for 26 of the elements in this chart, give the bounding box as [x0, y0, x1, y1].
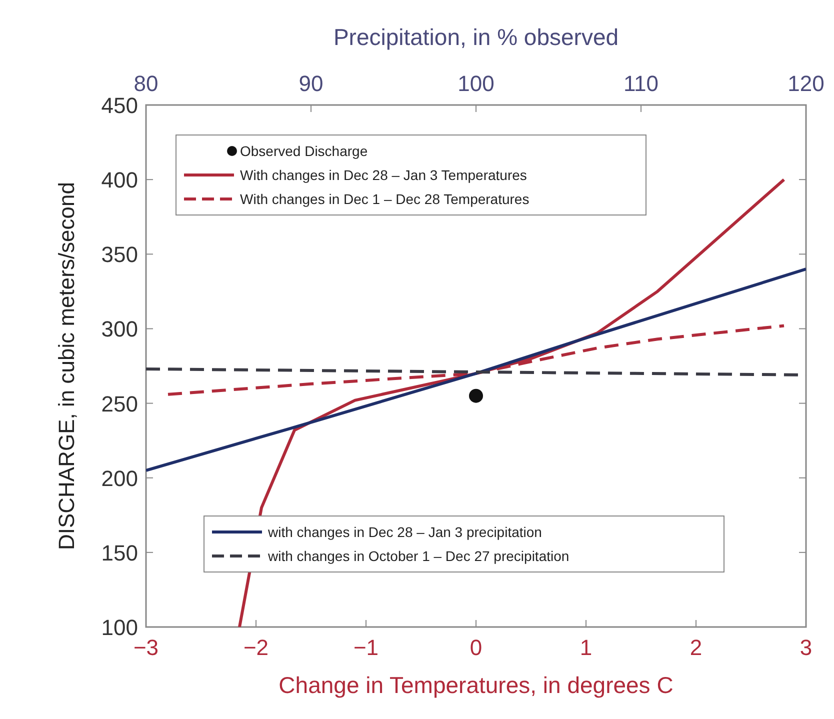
x-tick-label: −1 — [353, 635, 379, 660]
y-tick-label: 300 — [101, 316, 138, 342]
y-tick-label: 250 — [101, 391, 138, 416]
x2-tick-label: 100 — [458, 71, 494, 96]
x2-tick-label: 110 — [623, 71, 659, 96]
y-tick-label: 350 — [101, 242, 138, 268]
x2-tick-label: 80 — [134, 71, 158, 96]
x-tick-label: 2 — [690, 635, 702, 660]
x2-tick-label: 120 — [788, 71, 824, 96]
legend-label: with changes in Dec 28 – Jan 3 precipitation — [267, 524, 542, 540]
legend-label: with changes in October 1 – Dec 27 precipitation — [267, 548, 570, 564]
legend-label: Observed Discharge — [240, 143, 368, 159]
x-tick-label: 1 — [580, 635, 592, 660]
legend-label: With changes in Dec 28 – Jan 3 Temperatures — [240, 167, 527, 183]
y-tick-label: 400 — [101, 168, 138, 193]
y-axis-title: DISCHARGE, in cubic meters/second — [54, 182, 79, 550]
x-tick-label: 3 — [800, 635, 812, 660]
x-tick-label: 0 — [470, 635, 482, 660]
x-tick-label: −2 — [243, 635, 269, 660]
y-tick-label: 450 — [101, 93, 138, 118]
x2-axis-title: Precipitation, in % observed — [333, 24, 619, 50]
legend-label: With changes in Dec 1 – Dec 28 Temperatures — [240, 191, 530, 207]
x-axis-title: Change in Temperatures, in degrees C — [278, 672, 674, 698]
y-tick-label: 200 — [101, 466, 138, 491]
x2-tick-label: 90 — [298, 71, 324, 96]
y-tick-label: 150 — [101, 540, 138, 566]
